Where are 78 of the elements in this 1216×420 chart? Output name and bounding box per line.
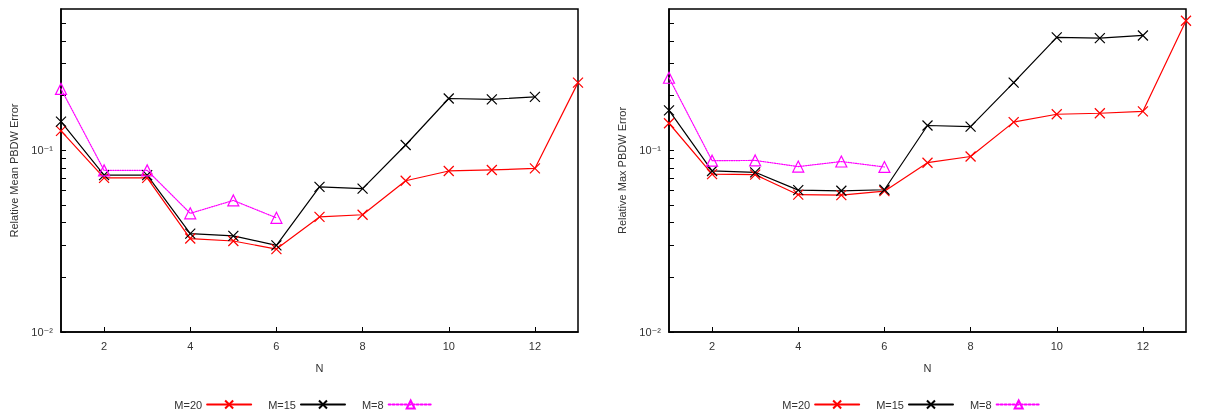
legend-label: M=8 — [361, 398, 384, 411]
point — [443, 92, 455, 105]
point — [227, 235, 239, 247]
point — [835, 189, 847, 201]
point — [1008, 77, 1020, 89]
point — [270, 211, 283, 224]
point — [400, 139, 412, 151]
point — [141, 164, 154, 177]
point — [227, 194, 240, 207]
point — [54, 82, 68, 95]
y-tick-label: 10⁻¹ — [639, 144, 662, 157]
point — [443, 165, 455, 177]
point — [486, 93, 498, 105]
point — [705, 154, 719, 167]
x-tick-label: 2 — [101, 339, 108, 352]
point — [835, 185, 847, 197]
point — [792, 189, 804, 201]
point — [964, 121, 977, 133]
point — [184, 207, 197, 220]
x-tick-label: 8 — [359, 339, 366, 352]
y-tick-label: 10⁻¹ — [31, 144, 54, 157]
point — [529, 91, 541, 103]
point — [356, 209, 369, 221]
x-tick-label: 8 — [967, 339, 974, 352]
point — [792, 160, 805, 173]
point — [529, 162, 541, 175]
point — [313, 181, 326, 193]
point — [227, 230, 239, 242]
point — [486, 164, 498, 176]
x-tick-label: 12 — [528, 339, 542, 352]
x-tick-label: 2 — [709, 339, 716, 352]
legend-label: M=15 — [268, 398, 296, 411]
point — [964, 150, 977, 163]
legend-label: M=15 — [876, 398, 904, 411]
point — [1094, 32, 1106, 44]
point — [835, 155, 848, 168]
point — [1051, 108, 1063, 120]
point — [662, 71, 676, 84]
point — [184, 228, 196, 240]
y-tick-label: 10⁻² — [639, 326, 662, 338]
point — [1137, 29, 1149, 42]
point — [55, 125, 67, 137]
point — [792, 184, 804, 196]
point — [400, 175, 412, 187]
point — [1180, 15, 1192, 27]
point — [184, 232, 196, 245]
x-axis-title: N — [923, 361, 932, 374]
legend-label: M=8 — [969, 398, 992, 411]
x-axis-title: N — [315, 361, 324, 374]
point — [663, 117, 675, 129]
x-tick-label: 10 — [442, 339, 455, 352]
y-axis-title: Relative Max PBDW Error — [615, 106, 628, 235]
point — [749, 154, 762, 167]
point — [1051, 31, 1063, 43]
point — [1137, 105, 1149, 117]
x-tick-label: 12 — [1136, 339, 1150, 352]
y-axis-title: Relative Mean PBDW Error — [7, 103, 20, 238]
legend-label: M=20 — [782, 398, 811, 411]
point — [663, 104, 675, 116]
x-tick-label: 4 — [795, 339, 802, 352]
legend-label: M=20 — [174, 398, 203, 411]
point — [55, 115, 67, 128]
point — [921, 119, 934, 132]
point — [921, 157, 934, 169]
x-tick-label: 6 — [881, 339, 888, 352]
point — [878, 160, 891, 174]
point — [1094, 107, 1106, 119]
point — [1008, 116, 1020, 128]
point — [270, 243, 283, 255]
x-tick-label: 4 — [187, 339, 194, 352]
y-tick-label: 10⁻² — [31, 326, 54, 338]
point — [270, 239, 283, 251]
point — [97, 164, 111, 177]
point — [313, 211, 326, 223]
point — [356, 182, 369, 195]
x-tick-label: 6 — [273, 339, 280, 352]
point — [572, 77, 584, 89]
x-tick-label: 10 — [1050, 339, 1063, 352]
